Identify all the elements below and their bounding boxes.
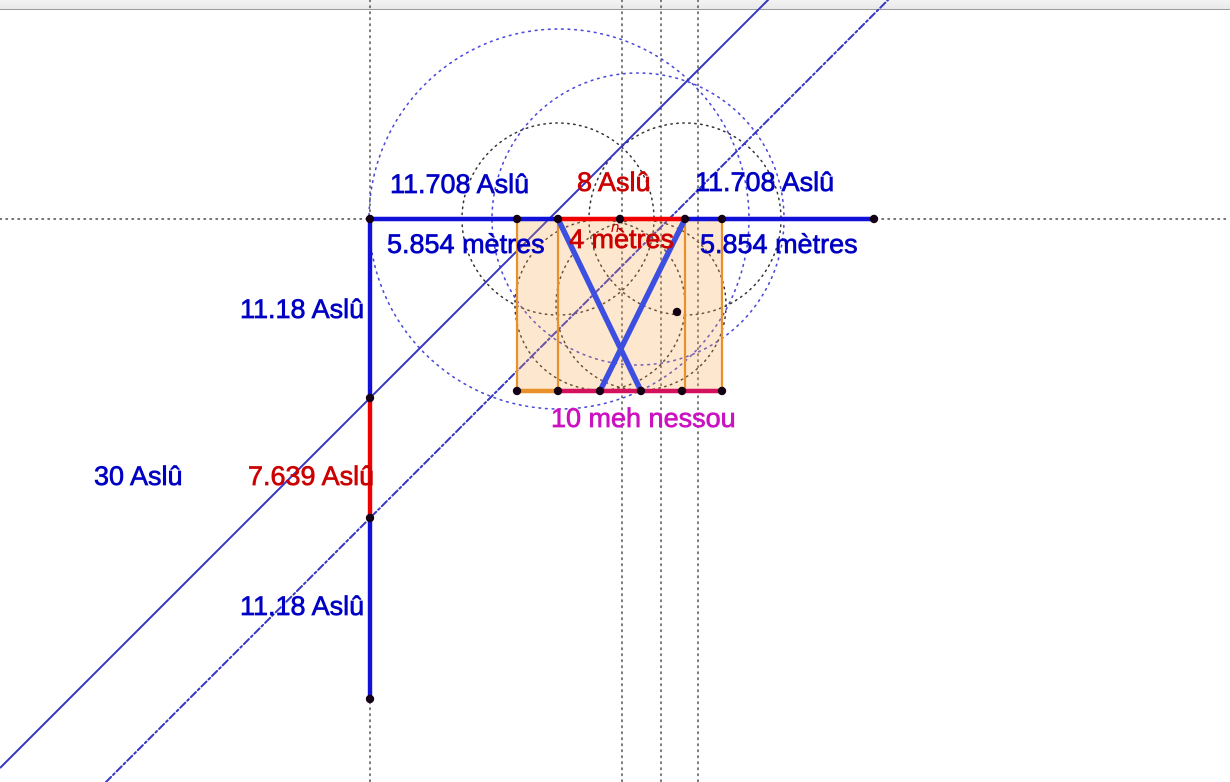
svg-text:11.18 Aslû: 11.18 Aslû bbox=[240, 591, 364, 621]
svg-text:5.854 mètres: 5.854 mètres bbox=[387, 229, 545, 259]
svg-text:10 meh nessou: 10 meh nessou bbox=[551, 403, 736, 433]
svg-text:30 Aslû: 30 Aslû bbox=[94, 461, 183, 491]
svg-text:5.854 mètres: 5.854 mètres bbox=[700, 229, 858, 259]
svg-text:4 mètres: 4 mètres bbox=[569, 224, 674, 254]
svg-text:7.639 Aslû: 7.639 Aslû bbox=[248, 461, 374, 491]
svg-text:11.708 Aslû: 11.708 Aslû bbox=[390, 169, 529, 199]
svg-text:11.708 Aslû: 11.708 Aslû bbox=[695, 167, 834, 197]
svg-text:11.18 Aslû: 11.18 Aslû bbox=[240, 294, 364, 324]
svg-text:8 Aslû: 8 Aslû bbox=[577, 167, 651, 197]
